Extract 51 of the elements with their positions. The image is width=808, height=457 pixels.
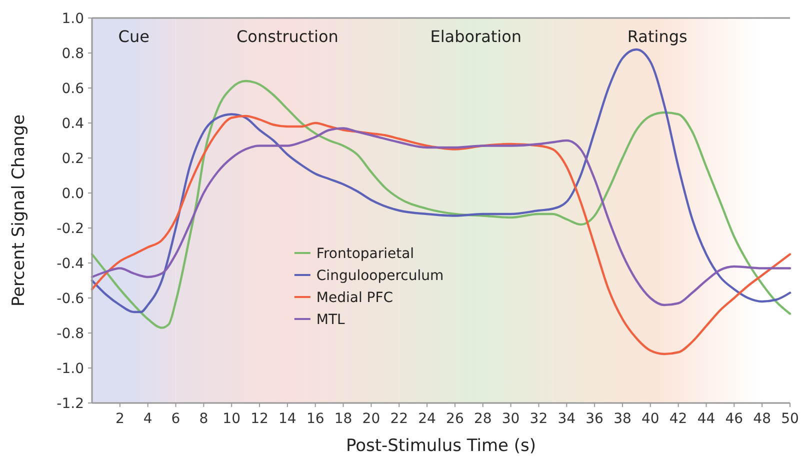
- y-tick-label: 1.0: [62, 10, 84, 27]
- band-label: Ratings: [627, 27, 688, 46]
- y-tick-label: 0.4: [62, 116, 84, 132]
- y-tick-label: -1.2: [56, 396, 84, 412]
- x-tick-label: 34: [558, 411, 576, 427]
- y-tick-label: -0.6: [56, 290, 84, 307]
- x-tick-label: 44: [697, 411, 716, 427]
- legend-label: Frontoparietal: [316, 246, 414, 262]
- y-tick-label: -0.2: [56, 220, 84, 237]
- x-axis-title: Post-Stimulus Time (s): [346, 436, 536, 456]
- x-tick-label: 8: [199, 411, 208, 427]
- x-tick-label: 32: [530, 411, 548, 427]
- x-tick-label: 48: [753, 411, 771, 427]
- legend-label: Cingulooperculum: [316, 268, 444, 284]
- line-series: [90, 48, 792, 314]
- x-tick-label: 12: [250, 411, 268, 427]
- x-tick-label: 2: [115, 411, 124, 427]
- x-tick-label: 38: [614, 411, 632, 427]
- x-tick-label: 30: [502, 411, 520, 427]
- x-tick-label: 42: [669, 411, 688, 427]
- y-axis-title: Percent Signal Change: [9, 114, 29, 307]
- y-tick-label: 0.0: [62, 186, 84, 202]
- line-series: [90, 80, 792, 329]
- band-label: Elaboration: [430, 27, 522, 46]
- y-tick-label: 0.6: [62, 80, 84, 97]
- legend-label: MTL: [316, 312, 346, 328]
- x-tick-label: 46: [725, 411, 744, 427]
- line-series: [90, 127, 792, 306]
- x-tick-label: 22: [390, 411, 408, 427]
- band-label: Construction: [236, 27, 338, 46]
- x-tick-label: 40: [641, 411, 660, 427]
- y-tick-label: -0.8: [56, 326, 84, 342]
- x-tick-label: 16: [306, 411, 324, 427]
- line-series: [90, 114, 792, 356]
- x-tick-label: 28: [474, 411, 492, 427]
- legend-label: Medial PFC: [316, 290, 394, 306]
- y-tick-label: 0.8: [62, 46, 84, 62]
- y-tick-label: 0.2: [62, 150, 84, 167]
- x-tick-label: 18: [334, 411, 352, 427]
- x-tick-label: 14: [278, 411, 296, 427]
- x-tick-label: 26: [446, 411, 464, 427]
- x-tick-label: 24: [418, 411, 436, 427]
- x-tick-label: 50: [781, 411, 799, 427]
- y-tick-label: -0.4: [56, 256, 84, 272]
- band-label: Cue: [118, 27, 150, 46]
- x-tick-label: 6: [171, 411, 180, 427]
- x-tick-label: 36: [586, 411, 604, 427]
- x-tick-label: 10: [222, 411, 241, 427]
- x-tick-label: 4: [143, 411, 152, 427]
- y-tick-label: -1.0: [56, 360, 84, 377]
- x-tick-label: 20: [362, 411, 380, 427]
